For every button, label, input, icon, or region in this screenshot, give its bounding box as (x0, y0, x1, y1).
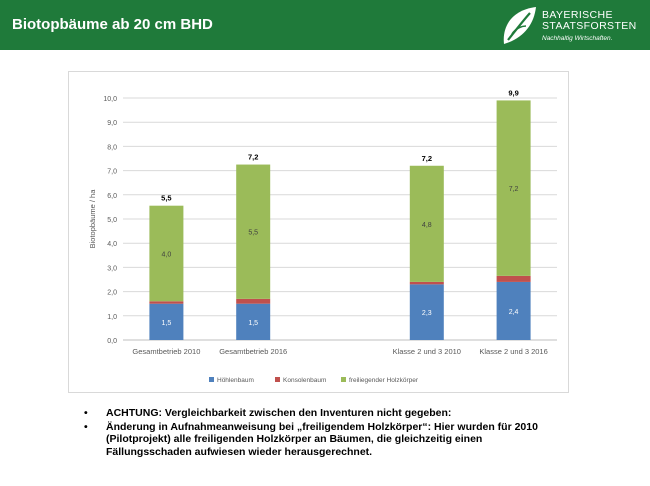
bar-segment (496, 275, 531, 282)
y-tick-label: 8,0 (107, 144, 117, 151)
x-tick-label: Gesamtbetrieb 2010 (132, 347, 200, 356)
legend-swatch (209, 377, 214, 382)
bar-segment (409, 284, 444, 340)
logo-text-line2: STAATSFORSTEN (542, 20, 637, 32)
legend-label: Höhlenbaum (217, 377, 254, 384)
bar-segment (149, 205, 184, 302)
bar-segment (149, 303, 184, 340)
leaf-logo-icon (503, 7, 536, 44)
y-tick-label: 10,0 (103, 96, 117, 103)
y-tick-label: 9,0 (107, 120, 117, 127)
bullet-icon: • (84, 420, 88, 433)
x-tick-label: Klasse 2 und 3 2016 (479, 347, 547, 356)
legend-label: freiliegender Holzkörper (349, 377, 419, 384)
note-item: • ACHTUNG: Vergleichbarkeit zwischen den… (82, 407, 562, 420)
bullet-icon: • (84, 407, 88, 419)
header-bar: Biotopbäume ab 20 cm BHD BAYERISCHE STAA… (0, 0, 650, 50)
y-tick-label: 0,0 (107, 338, 117, 345)
bar-segment (236, 303, 271, 340)
y-tick-label: 4,0 (107, 241, 117, 248)
logo-text-line1: BAYERISCHE (542, 9, 613, 21)
data-label: 2,3 (422, 310, 432, 317)
legend-label: Konsolenbaum (283, 377, 326, 384)
data-label: 7,2 (509, 186, 519, 193)
y-tick-label: 5,0 (107, 217, 117, 224)
data-label: 5,5 (248, 230, 258, 237)
total-label: 9,9 (508, 88, 518, 97)
data-label: 1,5 (248, 320, 258, 327)
x-tick-label: Gesamtbetrieb 2016 (219, 347, 287, 356)
y-axis-label: Biotopbäume / ha (88, 189, 97, 249)
y-tick-label: 3,0 (107, 265, 117, 272)
y-tick-label: 6,0 (107, 193, 117, 200)
bar-segment (409, 165, 444, 282)
note-text: Änderung in Aufnahmeanweisung bei „freil… (106, 420, 538, 458)
bar-segment (496, 100, 531, 276)
data-label: 2,4 (509, 309, 519, 316)
total-label: 7,2 (248, 153, 258, 162)
note-text: ACHTUNG: Vergleichbarkeit zwischen den I… (106, 407, 452, 419)
stacked-bar-chart: 0,0 1,0 2,0 3,0 4,0 5,0 6,0 7,0 8,0 9,0 10,0 Biotop… (88, 88, 557, 384)
legend-swatch (275, 377, 280, 382)
data-label: 4,8 (422, 222, 432, 229)
y-tick-label: 2,0 (107, 290, 117, 297)
notes-list: • ACHTUNG: Vergleichbarkeit zwischen den… (82, 407, 562, 459)
bar-segment (149, 301, 184, 304)
data-label: 1,5 (162, 320, 172, 327)
total-label: 5,5 (161, 194, 171, 203)
legend-swatch (341, 377, 346, 382)
note-item: • Änderung in Aufnahmeanweisung bei „fre… (82, 421, 562, 459)
chart-container: 0,0 1,0 2,0 3,0 4,0 5,0 6,0 7,0 8,0 9,0 10,0 Biotop… (68, 71, 569, 393)
total-label: 7,2 (422, 154, 432, 163)
bar-segment (236, 298, 271, 304)
x-tick-label: Klasse 2 und 3 2010 (393, 347, 461, 356)
data-label: 4,0 (162, 251, 172, 258)
y-tick-label: 7,0 (107, 169, 117, 176)
logo-slogan: Nachhaltig Wirtschaften. (542, 35, 613, 42)
bar-segment (236, 164, 271, 299)
bar-segment (409, 281, 444, 285)
y-tick-label: 1,0 (107, 314, 117, 321)
bar-segment (496, 281, 531, 340)
page-title: Biotopbäume ab 20 cm BHD (12, 16, 213, 33)
